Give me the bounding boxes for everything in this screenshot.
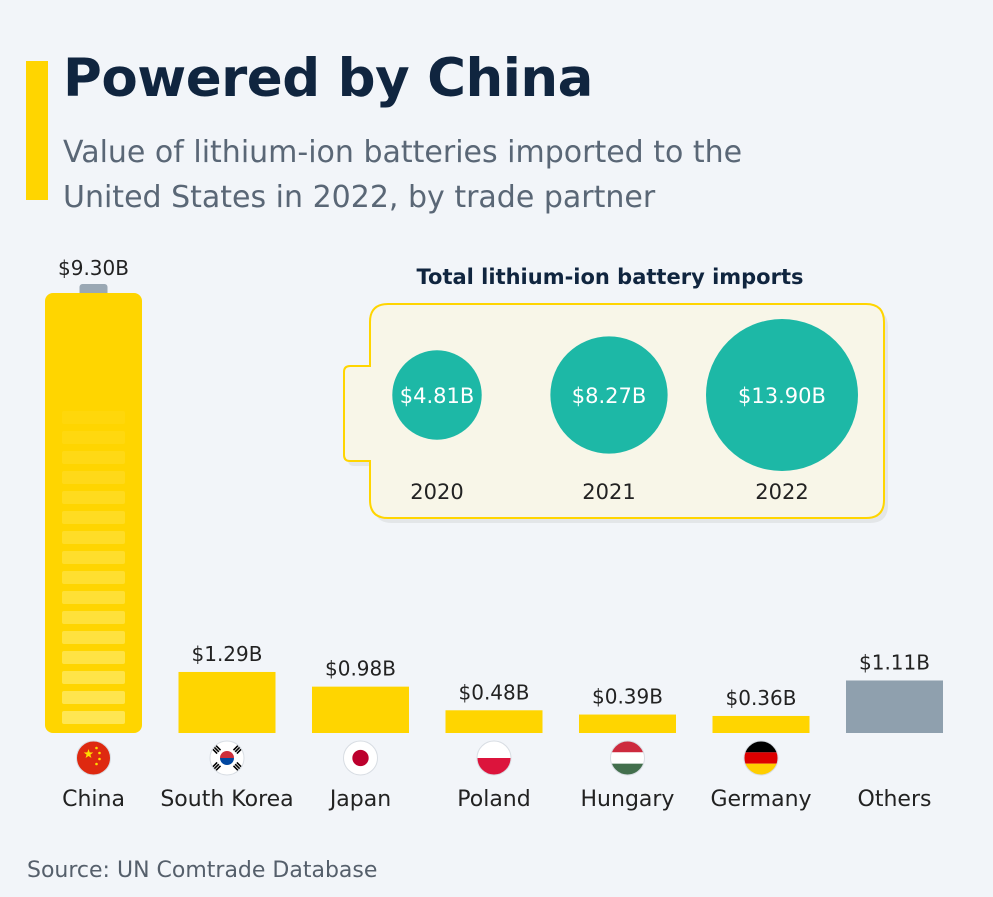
bar-value-label-hungary: $0.39B [592,685,663,709]
category-label-others: Others [858,787,932,812]
flag-south-korea-icon [209,740,245,776]
inset-title: Total lithium-ion battery imports [416,265,803,289]
year-label-2020: 2020 [410,480,463,504]
bubble-value-label-2020: $4.81B [400,384,475,408]
bar-value-label-others: $1.11B [859,650,930,674]
bar-value-label-china: $9.30B [58,256,129,280]
battery-cells [62,411,125,724]
category-label-germany: Germany [710,787,811,812]
bar-south-korea [178,671,276,733]
total-imports-inset: Total lithium-ion battery imports $4.81B 2… [343,265,888,523]
bar-poland [445,710,543,733]
bubble-group-2021: $8.27B 2021 [550,336,668,504]
bar-germany [712,715,810,733]
bubble-value-label-2022: $13.90B [738,384,826,408]
bar-group-china: $9.30B China [45,256,142,812]
bubble-group-2020: $4.81B 2020 [392,350,482,504]
category-label-china: China [62,787,125,812]
bar-group-japan: $0.98B Japan [312,657,409,812]
category-label-poland: Poland [457,787,530,812]
category-label-hungary: Hungary [581,787,675,812]
bar-hungary [579,714,676,733]
bar-value-label-japan: $0.98B [325,657,396,681]
category-label-south-korea: South Korea [160,787,293,812]
flag-poland-icon [476,740,512,776]
bar-group-others: $1.11B Others [846,650,943,812]
source-note: Source: UN Comtrade Database [27,858,378,883]
bar-group-poland: $0.48B Poland [445,680,543,812]
bar-group-hungary: $0.39B Hungary [579,685,676,812]
bar-others [846,680,943,733]
flag-germany-icon [743,740,779,776]
flag-china-icon [76,740,111,776]
bar-value-label-south-korea: $1.29B [192,642,263,666]
bar-value-label-poland: $0.48B [459,680,530,704]
page-subtitle: Value of lithium-ion batteries imported … [63,135,743,215]
bar-value-label-germany: $0.36B [726,686,797,710]
bubble-2021 [550,336,668,454]
category-label-japan: Japan [328,787,391,812]
bubble-2020 [392,350,482,440]
flag-japan-icon [343,740,378,776]
title-accent-bar [26,61,48,200]
bar-japan [312,686,409,733]
bar-group-germany: $0.36B Germany [710,686,811,812]
bar-group-south-korea: $1.29B South Korea [160,642,293,812]
page-title: Powered by China [63,48,593,109]
flag-hungary-icon [610,740,645,776]
bubble-2022 [706,319,858,471]
bubble-group-2022: $13.90B 2022 [706,319,858,504]
year-label-2021: 2021 [582,480,635,504]
bubble-value-label-2021: $8.27B [572,384,647,408]
year-label-2022: 2022 [755,480,808,504]
